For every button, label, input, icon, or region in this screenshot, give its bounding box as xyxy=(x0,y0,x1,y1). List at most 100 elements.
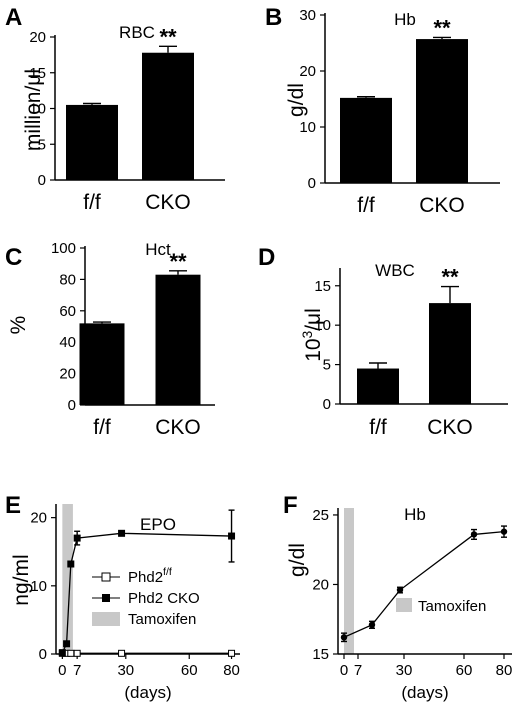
data-point xyxy=(63,640,71,648)
x-tick-label: 7 xyxy=(73,662,81,679)
legend-marker xyxy=(102,594,110,602)
y-axis-label: g/dl xyxy=(285,83,308,117)
chart-title: WBC xyxy=(375,261,415,280)
y-tick-label: 10 xyxy=(30,578,47,595)
y-tick-label: 0 xyxy=(68,397,76,414)
data-point xyxy=(73,534,81,542)
x-tick-label: 0 xyxy=(58,662,66,679)
data-point xyxy=(470,531,478,538)
x-axis-label: (days) xyxy=(401,683,448,702)
legend-label: Phd2f/f xyxy=(128,566,172,586)
y-tick-label: 20 xyxy=(312,576,329,593)
y-tick-label: 15 xyxy=(314,278,331,295)
y-tick-label: 20 xyxy=(30,510,47,527)
series-line xyxy=(343,530,505,638)
legend-label: Tamoxifen xyxy=(128,611,196,628)
chart-title: EPO xyxy=(140,515,176,534)
chart-title: Hb xyxy=(404,505,426,524)
y-tick-label: 15 xyxy=(29,65,46,82)
y-axis-label: % xyxy=(7,316,30,335)
data-point xyxy=(67,649,75,657)
y-tick-label: 40 xyxy=(59,334,76,351)
x-tick-label: 30 xyxy=(117,662,134,679)
y-axis-label: g/dl xyxy=(286,543,309,577)
y-tick-label: 30 xyxy=(299,7,316,24)
y-tick-label: 100 xyxy=(51,240,76,257)
y-tick-label: 20 xyxy=(59,366,76,383)
legend-shade-swatch xyxy=(396,598,412,612)
category-label: f/f xyxy=(369,416,387,439)
x-tick-label: 7 xyxy=(354,662,362,679)
panel-label: F xyxy=(283,492,298,519)
data-point xyxy=(67,560,75,568)
bar-ff xyxy=(340,97,392,183)
x-tick-label: 60 xyxy=(181,662,198,679)
y-tick-label: 0 xyxy=(38,172,46,189)
chart-title: RBC xyxy=(119,23,155,42)
panel-label: A xyxy=(5,4,22,31)
category-label: CKO xyxy=(427,416,473,439)
y-tick-label: 5 xyxy=(323,357,331,374)
significance-marker: ** xyxy=(433,15,451,40)
panel-label: D xyxy=(258,244,275,271)
x-tick-label: 30 xyxy=(396,662,413,679)
bar-CKO xyxy=(155,274,201,405)
y-tick-label: 0 xyxy=(39,646,47,663)
y-tick-label: 0 xyxy=(308,175,316,192)
y-tick-label: 80 xyxy=(59,271,76,288)
panel-d: D 0 5 10 15 f/f CKO ** WBC 103/μl xyxy=(258,244,508,439)
data-point xyxy=(118,649,126,657)
panel-b: B 0 10 20 30 f/f CKO ** Hb g/dl xyxy=(265,4,500,217)
y-tick-label: 60 xyxy=(59,303,76,320)
y-tick-label: 0 xyxy=(323,396,331,413)
data-point xyxy=(228,649,236,657)
legend-marker xyxy=(101,572,111,582)
data-point xyxy=(500,528,508,535)
x-tick-label: 60 xyxy=(456,662,473,679)
category-label: CKO xyxy=(155,416,201,439)
significance-marker: ** xyxy=(441,265,459,290)
panel-f: F 15 20 25 0 7 30 60 80 (days) Hb g/dl Tamoxifen xyxy=(283,492,512,702)
category-label: CKO xyxy=(419,194,465,217)
y-tick-label: 10 xyxy=(299,119,316,136)
x-tick-label: 80 xyxy=(496,662,513,679)
bar-ff xyxy=(357,368,399,404)
category-label: f/f xyxy=(93,416,111,439)
significance-marker: ** xyxy=(169,249,187,274)
data-point xyxy=(228,532,236,540)
panel-label: B xyxy=(265,4,282,31)
data-point xyxy=(368,621,376,628)
bar-ff xyxy=(79,323,125,405)
panel-label: E xyxy=(5,492,21,519)
bar-CKO xyxy=(429,303,471,404)
legend-label: Tamoxifen xyxy=(418,598,486,615)
chart-title: Hct xyxy=(145,240,171,259)
y-tick-label: 20 xyxy=(29,29,46,46)
chart-title: Hb xyxy=(394,10,416,29)
category-label: f/f xyxy=(83,191,101,214)
y-tick-label: 15 xyxy=(312,646,329,663)
bar-CKO xyxy=(416,39,468,183)
category-label: f/f xyxy=(357,194,375,217)
panel-c: C 0 20 40 60 80 100 f/f CKO **Hct% xyxy=(5,240,215,439)
y-axis-label: 103/μl xyxy=(300,308,325,362)
bar-ff xyxy=(66,104,118,180)
data-point xyxy=(58,649,66,657)
y-tick-label: 10 xyxy=(29,101,46,118)
legend-label: Phd2 CKO xyxy=(128,590,200,607)
y-axis-label: million/μl xyxy=(22,69,45,151)
y-tick-label: 10 xyxy=(314,317,331,334)
panel-label: C xyxy=(5,244,22,271)
data-point xyxy=(118,529,126,537)
y-tick-label: 25 xyxy=(312,507,329,524)
tamoxifen-shade xyxy=(344,508,354,654)
y-tick-label: 5 xyxy=(38,136,46,153)
panel-a: A 0 5 10 15 20 f/f CKO **RBC million/μl xyxy=(5,4,225,214)
y-tick-label: 20 xyxy=(299,63,316,80)
data-point xyxy=(396,586,404,594)
bar-CKO xyxy=(142,52,194,181)
x-axis-label: (days) xyxy=(124,683,171,702)
data-point xyxy=(73,649,81,657)
